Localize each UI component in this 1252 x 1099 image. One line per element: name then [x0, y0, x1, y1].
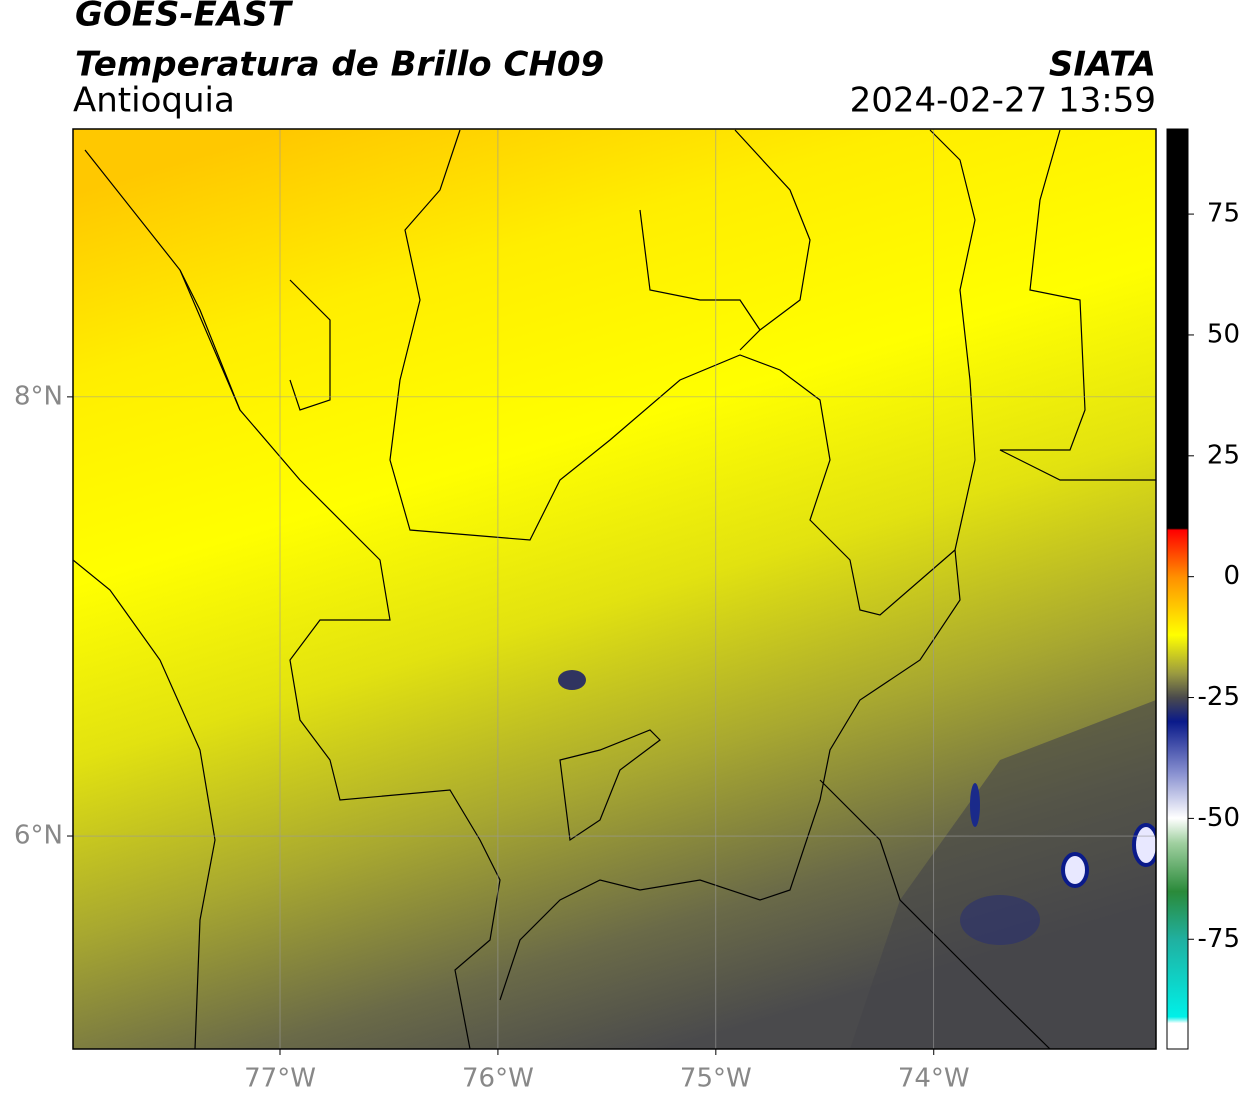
border — [559, 729, 661, 842]
cloud-core — [1061, 852, 1089, 888]
colorbar-tick-label: -75 — [1198, 924, 1240, 954]
colorbar-tick-label: -50 — [1198, 803, 1240, 833]
border — [819, 779, 1051, 1049]
y-tick-label: 8°N — [14, 381, 63, 411]
region: Antioquia — [73, 81, 235, 121]
colorbar-tick-label: 25 — [1207, 440, 1240, 470]
x-tick-label: 76°W — [462, 1064, 534, 1094]
x-tick-label: 75°W — [680, 1064, 752, 1094]
timestamp: 2024-02-27 13:59 — [850, 81, 1156, 121]
cloud-core — [970, 783, 980, 827]
y-tick-label: 6°N — [14, 821, 63, 851]
cloud-core — [558, 670, 586, 690]
colorbar-tick-label: 0 — [1223, 561, 1240, 591]
border — [999, 129, 1156, 481]
colorbar-tick-label: 50 — [1207, 319, 1240, 349]
grid — [73, 129, 1156, 1049]
border — [389, 129, 976, 616]
source: SIATA — [1049, 45, 1156, 85]
cold-area — [850, 700, 1156, 1049]
colorbar-tick-label: -25 — [1198, 682, 1240, 712]
map-frame — [72, 128, 1157, 1050]
cloud-core — [1132, 823, 1156, 867]
coastline — [179, 269, 331, 411]
border — [639, 129, 811, 351]
border — [499, 549, 961, 1001]
colorbar-tick-label: 75 — [1207, 199, 1240, 229]
cloud-area — [960, 895, 1040, 945]
map-field — [73, 129, 1156, 1049]
x-tick-label: 77°W — [244, 1064, 316, 1094]
subtitle: Temperatura de Brillo CH09 — [75, 45, 604, 85]
x-tick-label: 74°W — [898, 1064, 970, 1094]
colorbar — [1166, 128, 1189, 1050]
coastline — [73, 559, 216, 1049]
title: GOES-EAST — [75, 0, 294, 35]
